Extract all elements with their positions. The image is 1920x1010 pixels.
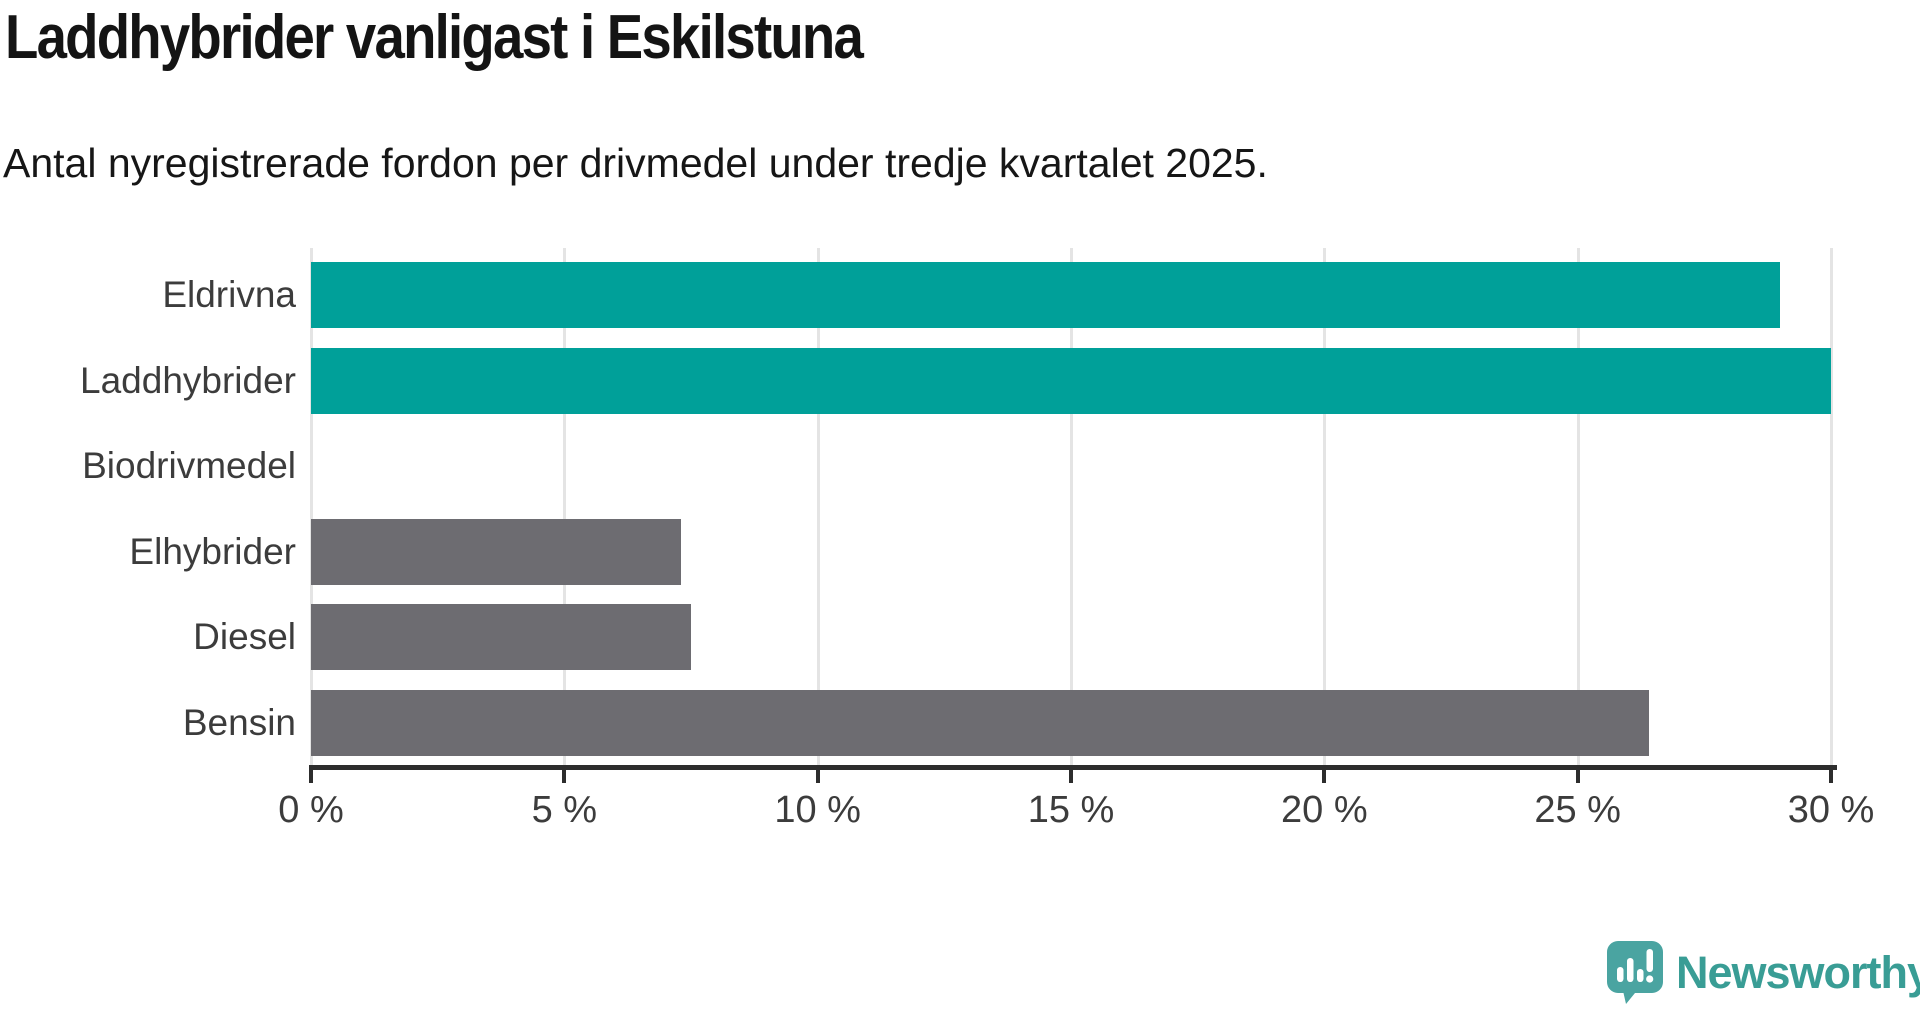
gridline-25 — [1576, 248, 1580, 765]
x-tick-20 — [1322, 770, 1327, 783]
x-tick-label-10: 10 % — [774, 789, 861, 831]
category-label-laddhybrider: Laddhybrider — [80, 359, 296, 401]
x-tick-10 — [815, 770, 820, 783]
x-tick-5 — [562, 770, 567, 783]
gridline-15 — [1070, 248, 1073, 765]
bar-laddhybrider — [311, 347, 1831, 414]
x-tick-label-5: 5 % — [531, 789, 598, 831]
gridline-30 — [1830, 248, 1833, 765]
bar-eldrivna — [311, 262, 1781, 328]
x-tick-30 — [1829, 770, 1833, 783]
newsworthy-wordmark: Newsworthy — [1676, 946, 1920, 998]
gridline-10 — [816, 248, 820, 765]
x-tick-label-0: 0 % — [278, 789, 344, 831]
category-label-biodrivmedel: Biodrivmedel — [82, 445, 296, 486]
x-tick-15 — [1069, 770, 1073, 783]
gridline-20 — [1323, 248, 1327, 765]
x-tick-label-30: 30 % — [1787, 789, 1875, 831]
bar-elhybrider — [311, 518, 681, 585]
newsworthy-icon — [1607, 941, 1663, 1004]
x-tick-label-25: 25 % — [1534, 789, 1621, 831]
plot-area — [310, 248, 1833, 765]
category-label-diesel: Diesel — [193, 616, 296, 657]
category-label-eldrivna: Eldrivna — [162, 274, 296, 315]
gridline-0 — [310, 248, 313, 765]
chart-subtitle: Antal nyregistrerade fordon per drivmede… — [3, 140, 1268, 186]
bar-bensin — [311, 689, 1649, 756]
x-tick-25 — [1575, 770, 1580, 783]
x-tick-label-20: 20 % — [1281, 789, 1368, 831]
category-label-bensin: Bensin — [182, 701, 296, 743]
x-tick-0 — [309, 770, 313, 783]
x-tick-label-15: 15 % — [1027, 789, 1115, 831]
gridline-5 — [563, 248, 567, 765]
category-label-elhybrider: Elhybrider — [129, 530, 296, 572]
chart-title: Laddhybrider vanligast i Eskilstuna — [5, 3, 864, 72]
newsworthy-logo: Newsworthy — [1607, 941, 1920, 1004]
x-axis-line — [309, 765, 1837, 770]
bar-diesel — [311, 604, 691, 670]
